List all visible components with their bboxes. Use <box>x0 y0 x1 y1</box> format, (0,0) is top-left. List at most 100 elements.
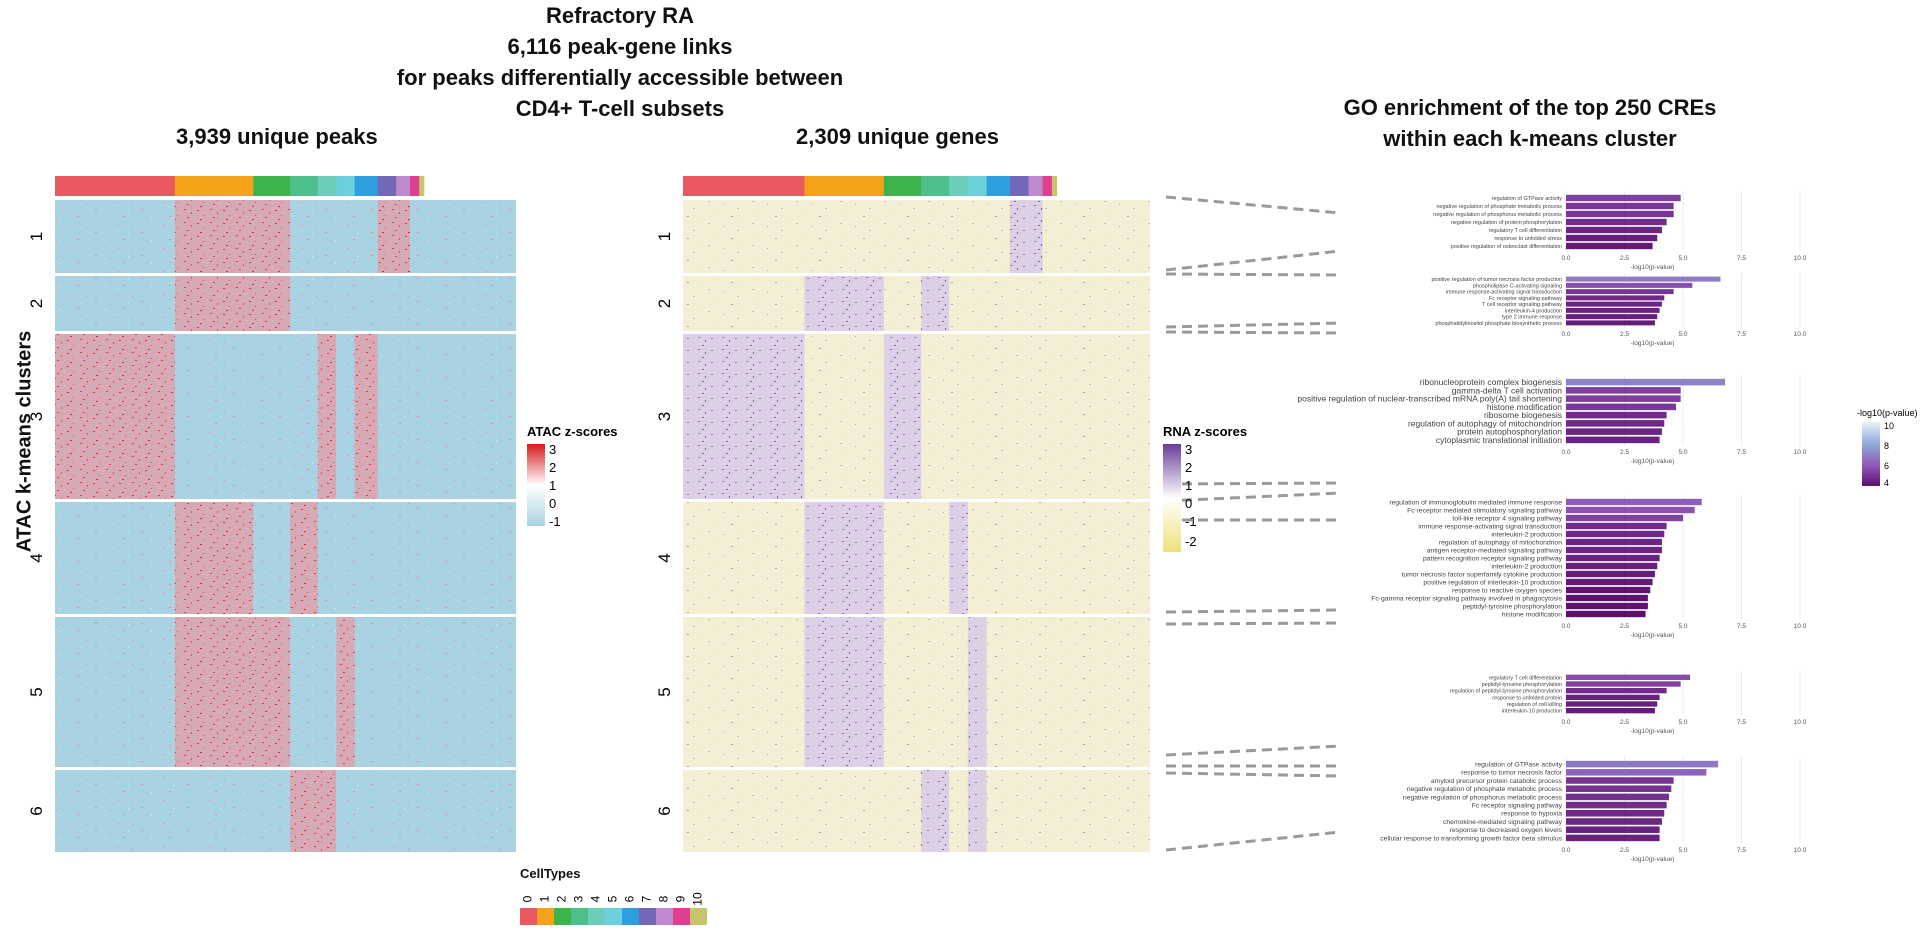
go-tick-label: 2.5 <box>1620 847 1629 854</box>
go-term-label: antigen receptor-mediated signaling path… <box>1427 547 1563 554</box>
celltype-bar-segment <box>804 176 885 196</box>
go-tick-label: 7.5 <box>1737 255 1746 262</box>
go-axis-label: -log10(p-value) <box>1631 856 1675 863</box>
go-term-label: interleukin-2 production <box>1491 531 1562 538</box>
title-line-1: Refractory RA <box>546 3 694 28</box>
go-term-label: Fc-gamma receptor signaling pathway invo… <box>1371 595 1562 602</box>
go-tick-label: 5.0 <box>1678 331 1687 338</box>
rna-legend-tick: -2 <box>1185 534 1197 549</box>
connector-line <box>1165 195 1341 215</box>
go-bar <box>1566 570 1655 578</box>
go-bar <box>1566 411 1667 419</box>
go-tick-label: 0.0 <box>1561 255 1570 262</box>
go-term-label: regulation of cell killing <box>1507 702 1562 708</box>
celltype-label: 6 <box>623 895 637 902</box>
go-bar <box>1566 586 1651 594</box>
celltype-legend: 0 1 2 3 4 5 6 7 8 9 10 <box>520 892 707 925</box>
celltype-bar-segment <box>1009 176 1030 196</box>
go-term-label: histone modification <box>1502 611 1562 618</box>
go-term-label: Fc receptor mediated stimulatory signali… <box>1407 507 1562 514</box>
connector-line <box>1165 321 1341 329</box>
heatmap-enriched-block <box>1028 200 1043 273</box>
cluster-label: 1 <box>27 232 46 241</box>
celltype-bar-segment <box>55 176 176 196</box>
go-bar <box>1566 498 1702 506</box>
go-bar <box>1566 307 1660 313</box>
go-term-label: response to reactive oxygen species <box>1452 587 1563 594</box>
go-bar <box>1566 530 1665 538</box>
go-tick-label: 10.0 <box>1794 255 1807 262</box>
go-bar <box>1566 694 1660 700</box>
rna-heatmap <box>683 200 1150 852</box>
go-term-label: peptidyl-tyrosine phosphorylation <box>1482 682 1562 688</box>
go-legend: -log10(p-value) 10 8 6 4 <box>1857 408 1918 488</box>
heatmap-enriched-block <box>174 502 254 614</box>
go-term-label: immune response-activating signal transd… <box>1418 523 1562 530</box>
go-tick-label: 0.0 <box>1561 719 1570 726</box>
main-title: Refractory RA 6,116 peak-gene links for … <box>240 0 1000 124</box>
go-title-line-1: GO enrichment of the top 250 CREs <box>1343 95 1717 120</box>
connector-line <box>1165 771 1341 778</box>
heatmap-enriched-block <box>377 200 397 273</box>
go-term-label: Fc receptor signaling pathway <box>1489 296 1562 302</box>
go-tick-label: 10.0 <box>1794 331 1807 338</box>
connector-line <box>1165 830 1341 852</box>
go-bar <box>1566 301 1662 307</box>
go-bar <box>1566 554 1660 562</box>
go-term-label: regulation of immunoglobulin mediated im… <box>1389 499 1562 506</box>
go-term-label: regulatory T cell differentiation <box>1489 228 1562 234</box>
heatmap-enriched-block <box>967 770 987 852</box>
heatmap-enriched-block <box>55 334 175 499</box>
go-bar <box>1566 242 1653 250</box>
go-term-label: negative regulation of phosphate metabol… <box>1407 786 1563 793</box>
title-line-3: for peaks differentially accessible betw… <box>396 65 844 90</box>
go-axis-label: -log10(p-value) <box>1631 264 1675 271</box>
go-bar <box>1566 276 1721 282</box>
heatmap-enriched-block <box>174 276 254 331</box>
go-bar <box>1566 701 1658 707</box>
go-tick-label: 5.0 <box>1678 719 1687 726</box>
go-term-label: interleukin-10 production <box>1502 709 1562 715</box>
rna-subtitle: 2,309 unique genes <box>796 124 999 149</box>
celltype-bar-segment <box>409 176 420 196</box>
go-bar <box>1566 428 1662 435</box>
cluster-label: 4 <box>655 553 674 562</box>
celltype-bar-segment <box>317 176 337 196</box>
go-bar <box>1566 708 1655 714</box>
atac-legend-tick: -1 <box>549 514 561 529</box>
go-term-label: response to tumor necrosis factor <box>1461 770 1563 777</box>
atac-legend-title: ATAC z-scores <box>527 424 618 439</box>
celltype-bar-segment <box>986 176 1011 196</box>
celltype-swatch <box>690 908 707 925</box>
go-bar <box>1566 289 1674 295</box>
connector-line <box>1165 744 1341 757</box>
go-term-label: regulatory T cell differentiation <box>1489 675 1562 681</box>
heatmap-cluster-block <box>683 276 1150 331</box>
go-tick-label: 0.0 <box>1561 449 1570 456</box>
go-bar <box>1566 769 1707 776</box>
heatmap-cluster-block <box>683 200 1150 273</box>
rna-legend-tick: 2 <box>1185 460 1192 475</box>
go-tick-label: 10.0 <box>1794 719 1807 726</box>
go-tick-label: 10.0 <box>1794 449 1807 456</box>
go-term-label: negative regulation of phosphate metabol… <box>1436 204 1562 210</box>
go-bar <box>1566 793 1669 801</box>
heatmap-enriched-block <box>883 334 922 499</box>
go-term-label: type 2 immune response <box>1502 315 1562 321</box>
go-term-label: regulation of autophagy of mitochondrion <box>1439 539 1562 546</box>
go-term-label: interleukin-4 production <box>1505 308 1562 314</box>
go-term-label: negative regulation of protein phosphory… <box>1451 220 1562 226</box>
go-bar <box>1566 226 1662 234</box>
go-tick-label: 7.5 <box>1737 331 1746 338</box>
heatmap-enriched-block <box>804 502 884 614</box>
go-tick-label: 5.0 <box>1678 847 1687 854</box>
go-term-label: response to hypoxia <box>1501 811 1562 818</box>
celltype-swatch <box>622 908 639 925</box>
go-term-label: pattern recognition receptor signaling p… <box>1423 555 1563 562</box>
atac-legend: ATAC z-scores 3 2 1 0 -1 <box>527 424 618 529</box>
rna-legend-tick: 0 <box>1185 496 1192 511</box>
celltype-label: 3 <box>572 895 586 902</box>
connector-line <box>1165 608 1341 614</box>
cluster-label: 2 <box>27 299 46 308</box>
go-bar <box>1566 378 1726 386</box>
